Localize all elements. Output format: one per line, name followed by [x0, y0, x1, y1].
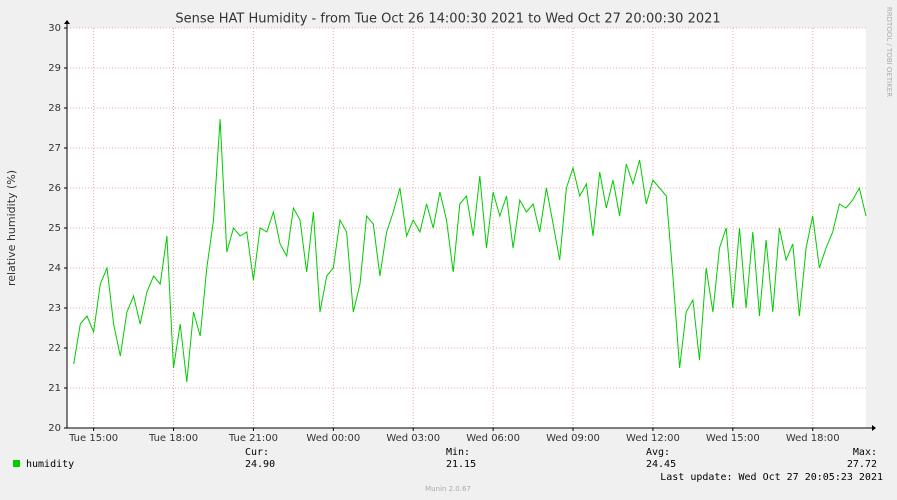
summary-value: 21.15 [446, 459, 476, 470]
y-tick-label: 25 [48, 223, 61, 234]
x-axis-arrow [872, 425, 876, 431]
x-tick-label: Wed 03:00 [386, 433, 440, 444]
summary-label: Min: [446, 447, 470, 458]
summary-value: 27.72 [847, 459, 877, 470]
summary-value: 24.90 [245, 459, 275, 470]
summary-value: 24.45 [646, 459, 676, 470]
x-tick-label: Tue 21:00 [228, 433, 278, 444]
y-tick-label: 29 [48, 63, 61, 74]
y-tick-label: 24 [48, 263, 61, 274]
summary-label: Avg: [646, 447, 670, 458]
marks [73, 119, 867, 383]
x-tick-label: Wed 12:00 [626, 433, 680, 444]
x-tick-label: Wed 18:00 [786, 433, 840, 444]
y-axis-label: relative humidity (%) [5, 170, 18, 286]
legend-swatch [13, 460, 20, 467]
summary-label: Cur: [245, 447, 269, 458]
x-tick-label: Wed 00:00 [306, 433, 360, 444]
y-tick-label: 27 [48, 143, 61, 154]
x-tick-label: Tue 18:00 [148, 433, 198, 444]
y-tick-label: 28 [48, 103, 61, 114]
x-tick-label: Wed 09:00 [546, 433, 600, 444]
summary-label: Max: [853, 447, 877, 458]
y-tick-label: 23 [48, 303, 61, 314]
x-tick-label: Tue 15:00 [68, 433, 118, 444]
y-tick-label: 21 [48, 383, 61, 394]
y-tick-label: 22 [48, 343, 61, 354]
y-tick-label: 20 [48, 423, 61, 434]
y-axis-arrow [64, 20, 70, 24]
y-tick-label: 26 [48, 183, 61, 194]
grid: 20 21 22 23 24 25 26 27 28 29 30 Tue 15:00 Tue 18:00… [48, 23, 866, 444]
legend: humidity Cur: 24.90 Min: 21.15 Avg: 24.4… [13, 447, 883, 483]
data-line [73, 119, 867, 383]
x-tick-label: Wed 06:00 [466, 433, 520, 444]
chart-title: Sense HAT Humidity - from Tue Oct 26 14:… [175, 12, 720, 27]
watermark: RRDTOOL / TOBI OETIKER [885, 7, 893, 97]
legend-label: humidity [26, 459, 74, 470]
x-tick-label: Wed 15:00 [706, 433, 760, 444]
y-tick-label: 30 [48, 23, 61, 34]
footer: Munin 2.0.67 [425, 485, 471, 493]
last-update: Last update: Wed Oct 27 20:05:23 2021 [660, 472, 883, 483]
